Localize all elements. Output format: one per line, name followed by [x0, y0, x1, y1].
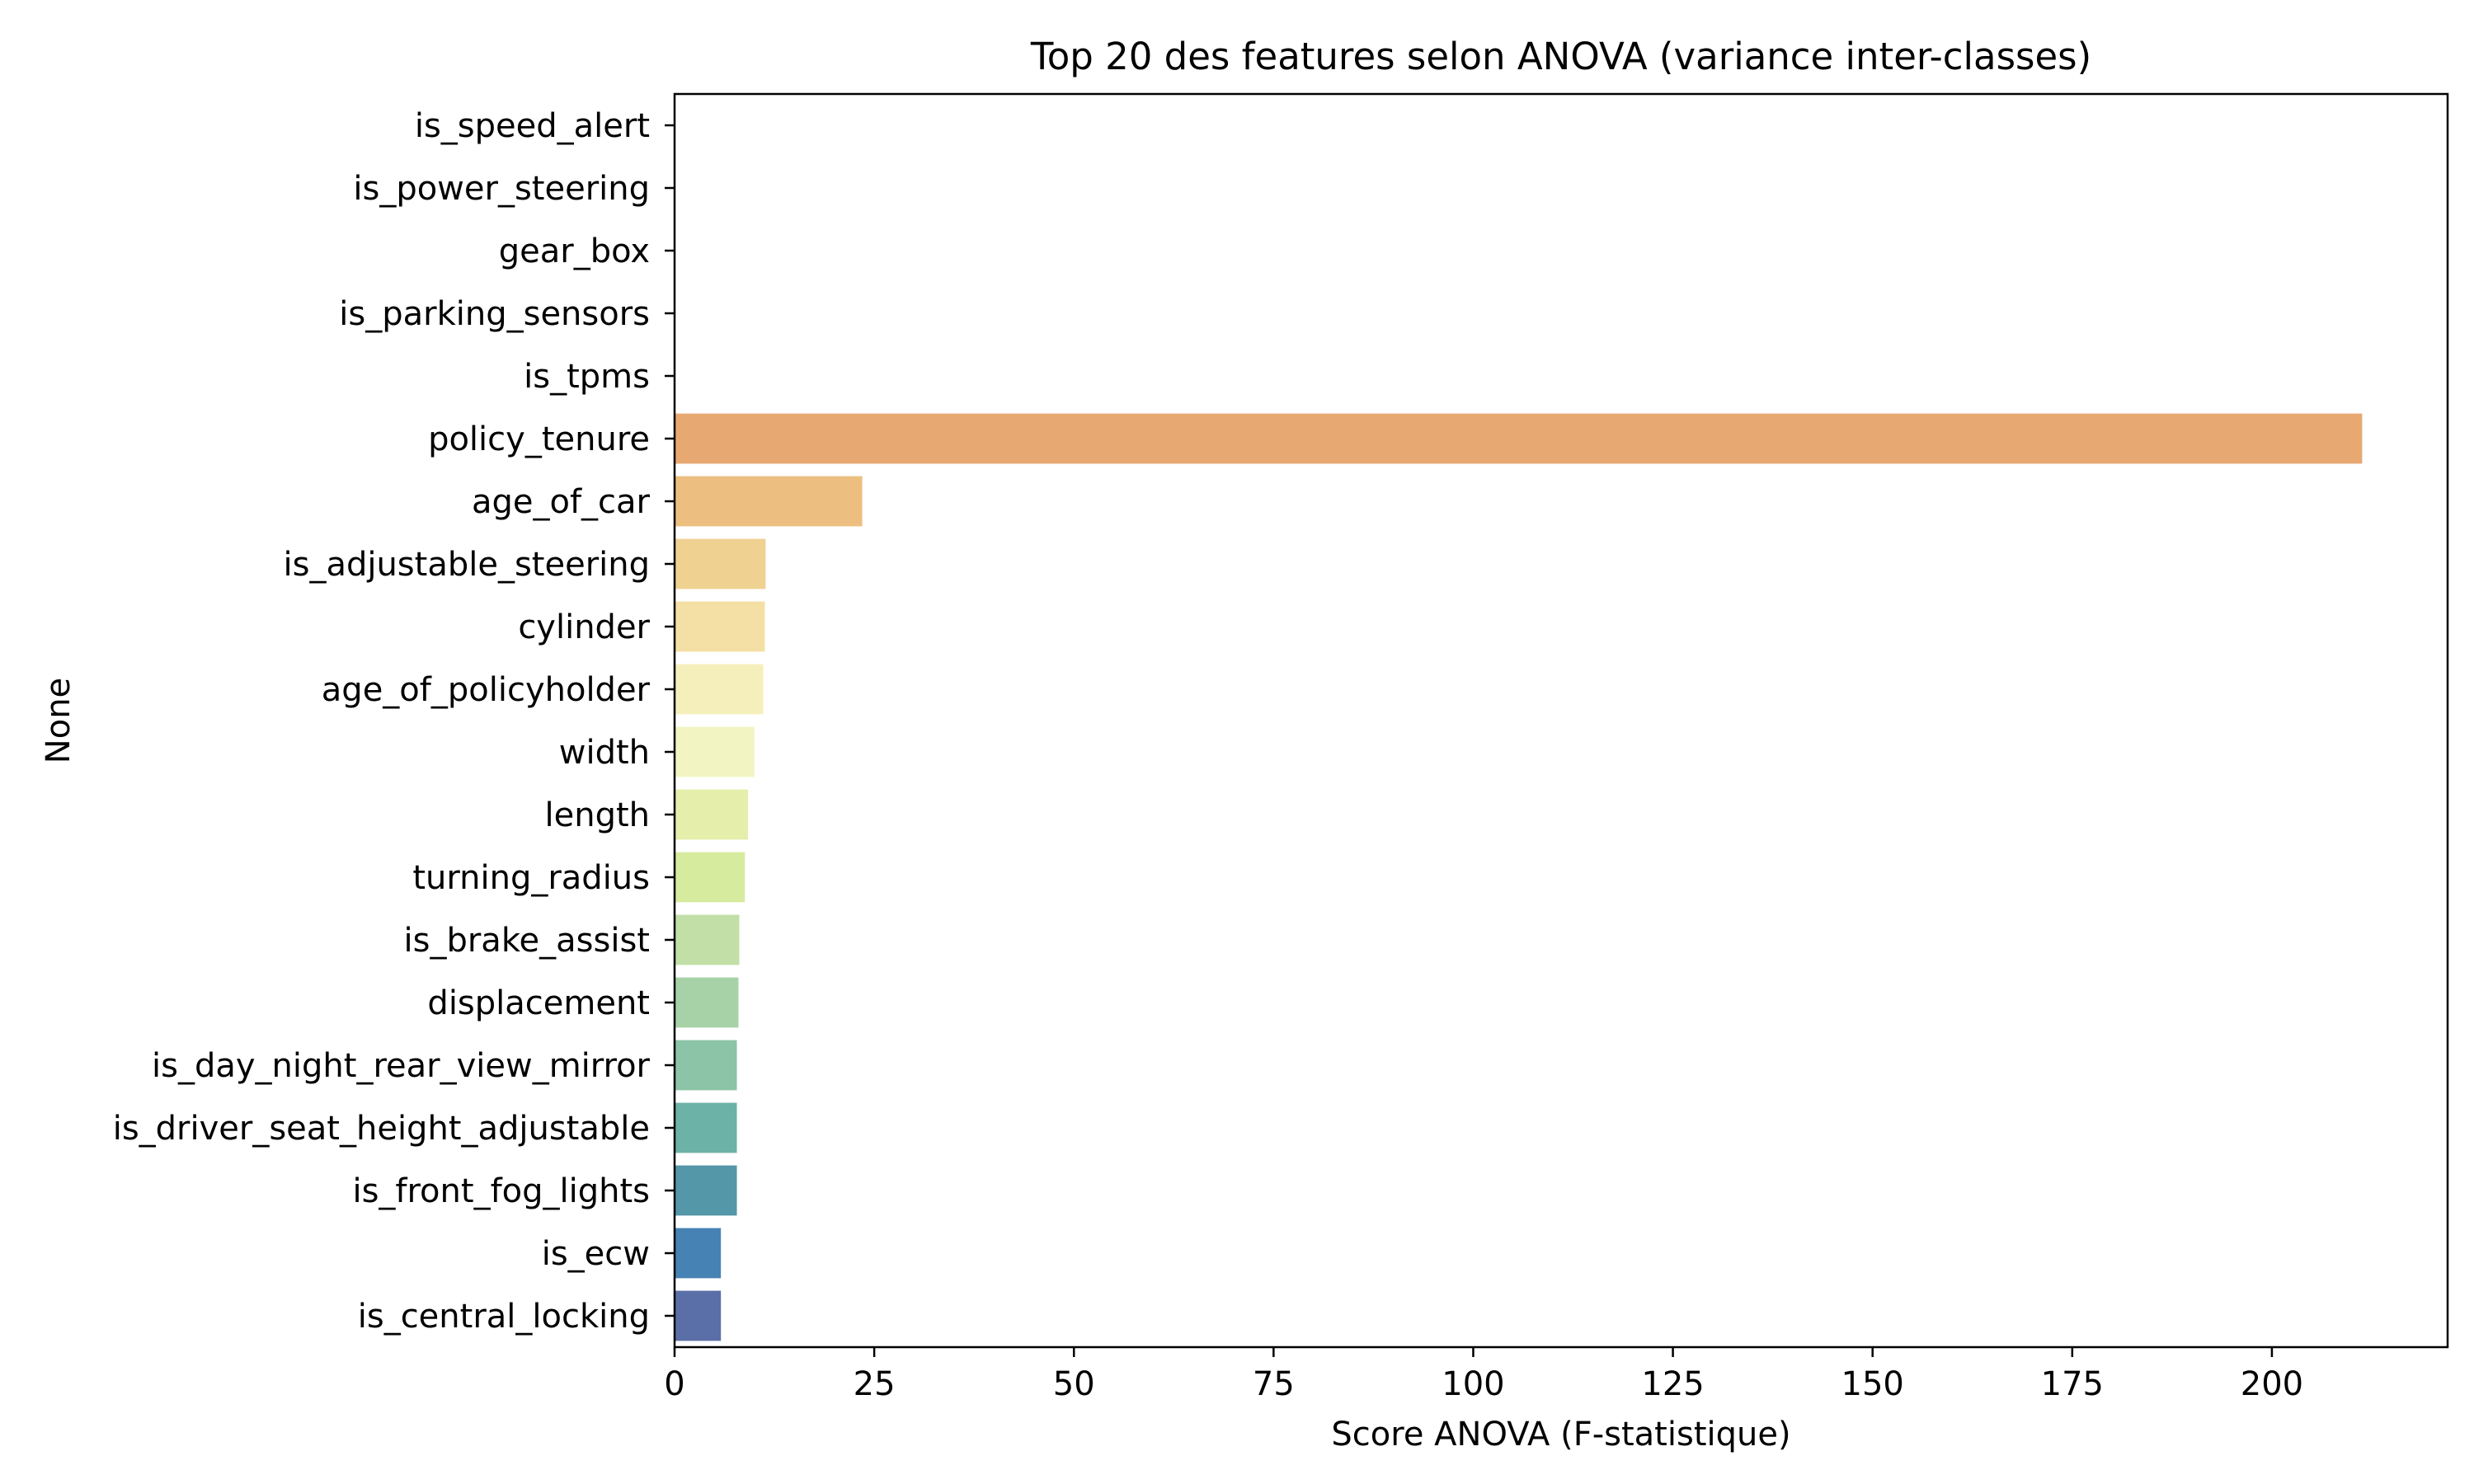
y-tick-label: is_brake_assist	[404, 922, 650, 960]
bars-layer	[675, 413, 2363, 1341]
y-tick-label: length	[545, 796, 651, 834]
bar-age-of-policyholder	[675, 664, 764, 715]
y-tick-label: is_parking_sensors	[339, 295, 650, 333]
x-tick-label: 175	[2041, 1365, 2104, 1403]
x-tick-label: 75	[1253, 1365, 1295, 1403]
bar-displacement	[675, 977, 739, 1028]
y-tick-label: is_front_fog_lights	[352, 1172, 650, 1210]
y-tick-label: is_driver_seat_height_adjustable	[113, 1110, 650, 1148]
bar-length	[675, 789, 749, 840]
x-axis-label: Score ANOVA (F-statistique)	[1331, 1416, 1790, 1453]
x-tick-label: 200	[2241, 1365, 2303, 1403]
chart-title: Top 20 des features selon ANOVA (varianc…	[1030, 35, 2091, 78]
bar-turning-radius	[675, 852, 745, 903]
y-tick-label: turning_radius	[412, 859, 650, 897]
bar-is-front-fog-lights	[675, 1165, 737, 1216]
y-axis-label: None	[40, 678, 78, 763]
y-tick-label: is_adjustable_steering	[283, 546, 650, 584]
bar-cylinder	[675, 601, 765, 652]
y-axis: is_speed_alert is_power_steering gear_boxi…	[113, 107, 675, 1336]
bar-policy-tenure	[675, 413, 2363, 464]
y-tick-label: is_power_steering	[353, 170, 650, 208]
x-tick-label: 50	[1053, 1365, 1095, 1403]
y-tick-label: age_of_policyholder	[322, 671, 651, 709]
bar-width	[675, 726, 755, 777]
bar-is-driver-seat-height-adjustable	[675, 1102, 737, 1153]
plot-frame	[673, 92, 2449, 1349]
y-tick-label: is_speed_alert	[415, 107, 650, 145]
bar-is-brake-assist	[675, 914, 740, 965]
x-tick-label: 100	[1442, 1365, 1504, 1403]
y-tick-label: width	[559, 734, 650, 772]
y-tick-label: is_central_locking	[358, 1298, 650, 1336]
x-tick-label: 150	[1841, 1365, 1904, 1403]
y-tick-label: age_of_car	[472, 483, 651, 521]
bar-is-central-locking	[675, 1290, 722, 1341]
y-tick-label: is_tpms	[524, 358, 650, 396]
bar-is-day-night-rear-view-mirror	[675, 1040, 737, 1091]
y-tick-label: policy_tenure	[428, 420, 650, 458]
x-tick-label: 25	[854, 1365, 896, 1403]
x-tick-label: 125	[1641, 1365, 1704, 1403]
bar-age-of-car	[675, 476, 863, 527]
y-tick-label: is_ecw	[542, 1235, 650, 1273]
bar-is-adjustable-steering	[675, 538, 766, 589]
y-tick-label: displacement	[427, 984, 650, 1022]
bar-is-ecw	[675, 1228, 722, 1279]
y-tick-label: gear_box	[499, 232, 650, 270]
y-tick-label: is_day_night_rear_view_mirror	[152, 1047, 651, 1085]
x-axis: 0 25 50 75 100 125 150 175 200	[664, 1347, 2303, 1403]
x-tick-label: 0	[664, 1365, 684, 1403]
y-tick-label: cylinder	[518, 608, 650, 646]
